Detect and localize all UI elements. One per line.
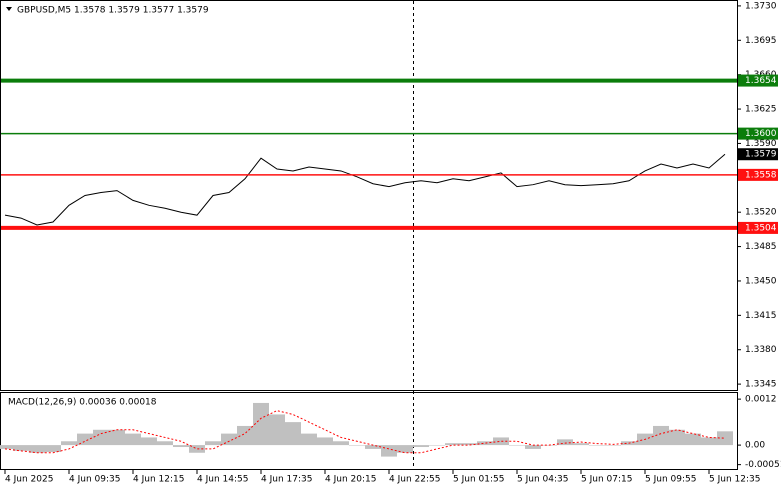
macd-bar <box>317 437 333 446</box>
macd-bar <box>205 441 221 446</box>
macd-bar <box>333 441 349 446</box>
y-tick-label: 1.3625 <box>745 105 777 115</box>
macd-bar <box>717 431 733 446</box>
y-tick-label: 1.3415 <box>745 311 777 321</box>
y-tick-label: 1.3345 <box>745 380 777 390</box>
macd-bar <box>45 445 61 452</box>
price-frame <box>0 0 738 391</box>
y-tick-label: 0.00 <box>745 441 765 451</box>
macd-bar <box>93 429 109 446</box>
y-tick-label: -0.00051 <box>745 460 781 470</box>
macd-bar <box>669 429 685 446</box>
y-tick-label: 1.3695 <box>745 36 777 46</box>
y-tick-label: 1.3730 <box>745 1 777 11</box>
macd-bar <box>445 443 461 446</box>
macd-bar <box>589 445 605 446</box>
macd-bar <box>109 429 125 446</box>
macd-bar <box>365 445 381 449</box>
macd-bar <box>573 443 589 446</box>
x-tick-label: 4 Jun 09:35 <box>69 475 120 485</box>
level-label-box <box>738 221 778 234</box>
current-price-box <box>738 148 778 161</box>
macd-bar <box>557 439 573 446</box>
x-tick-label: 4 Jun 2025 <box>5 475 53 485</box>
macd-bar <box>525 445 541 449</box>
current-price-label: 1.3579 <box>745 150 777 160</box>
level-label: 1.3600 <box>745 129 777 139</box>
macd-bar <box>429 445 445 446</box>
y-tick-label: 1.3590 <box>745 139 777 149</box>
macd-bar <box>157 441 173 446</box>
macd-bar <box>349 445 365 446</box>
macd-bar <box>173 445 189 448</box>
macd-bar <box>413 445 429 448</box>
macd-bar <box>301 433 317 446</box>
macd-bar <box>269 414 285 446</box>
macd-bar <box>13 445 29 451</box>
x-tick-label: 5 Jun 12:35 <box>709 475 760 485</box>
macd-bar <box>461 443 477 446</box>
macd-bar <box>509 445 525 446</box>
menu-icon <box>6 7 12 11</box>
macd-bar <box>189 445 205 453</box>
macd-frame <box>0 392 738 470</box>
macd-bar <box>125 433 141 446</box>
macd-bar <box>285 422 301 446</box>
macd-bar <box>493 437 509 446</box>
macd-title: MACD(12,26,9) 0.00036 0.00018 <box>8 398 157 408</box>
macd-bar <box>397 445 413 453</box>
macd-bar <box>29 445 45 453</box>
macd-bar <box>77 433 93 446</box>
signal-line <box>4 410 726 454</box>
x-tick-label: 5 Jun 09:55 <box>645 475 696 485</box>
x-tick-label: 4 Jun 22:55 <box>389 475 440 485</box>
macd-bar <box>237 425 253 446</box>
level-label-box <box>738 168 778 181</box>
x-tick-label: 4 Jun 17:35 <box>261 475 312 485</box>
level-label: 1.3558 <box>745 170 777 180</box>
x-tick-label: 5 Jun 04:35 <box>517 475 568 485</box>
macd-bar <box>61 441 77 446</box>
x-tick-label: 4 Jun 20:15 <box>325 475 376 485</box>
y-tick-label: 0.0012 <box>745 395 777 405</box>
macd-bar <box>477 441 493 446</box>
x-tick-label: 5 Jun 07:15 <box>581 475 632 485</box>
macd-bar <box>653 425 669 446</box>
macd-bar <box>0 445 13 449</box>
level-label: 1.3504 <box>745 223 777 233</box>
x-tick-label: 4 Jun 12:15 <box>133 475 184 485</box>
y-tick-label: 1.3380 <box>745 345 777 355</box>
price-title: GBPUSD,M5 1.3578 1.3579 1.3577 1.3579 <box>17 6 209 16</box>
macd-bar <box>685 433 701 446</box>
macd-bar <box>253 402 269 446</box>
level-label: 1.3654 <box>745 76 777 86</box>
macd-bar <box>381 445 397 457</box>
x-tick-label: 5 Jun 01:55 <box>453 475 504 485</box>
y-tick-label: 1.3485 <box>745 242 777 252</box>
macd-bar <box>701 437 717 446</box>
y-tick-label: 1.3450 <box>745 276 777 286</box>
y-tick-label: 1.3520 <box>745 208 777 218</box>
level-label-box <box>738 127 778 140</box>
macd-bar <box>221 433 237 446</box>
macd-bar <box>141 437 157 446</box>
macd-bar <box>605 445 621 446</box>
price-line <box>4 153 726 226</box>
x-tick-label: 4 Jun 14:55 <box>197 475 248 485</box>
level-label-box <box>738 74 778 87</box>
